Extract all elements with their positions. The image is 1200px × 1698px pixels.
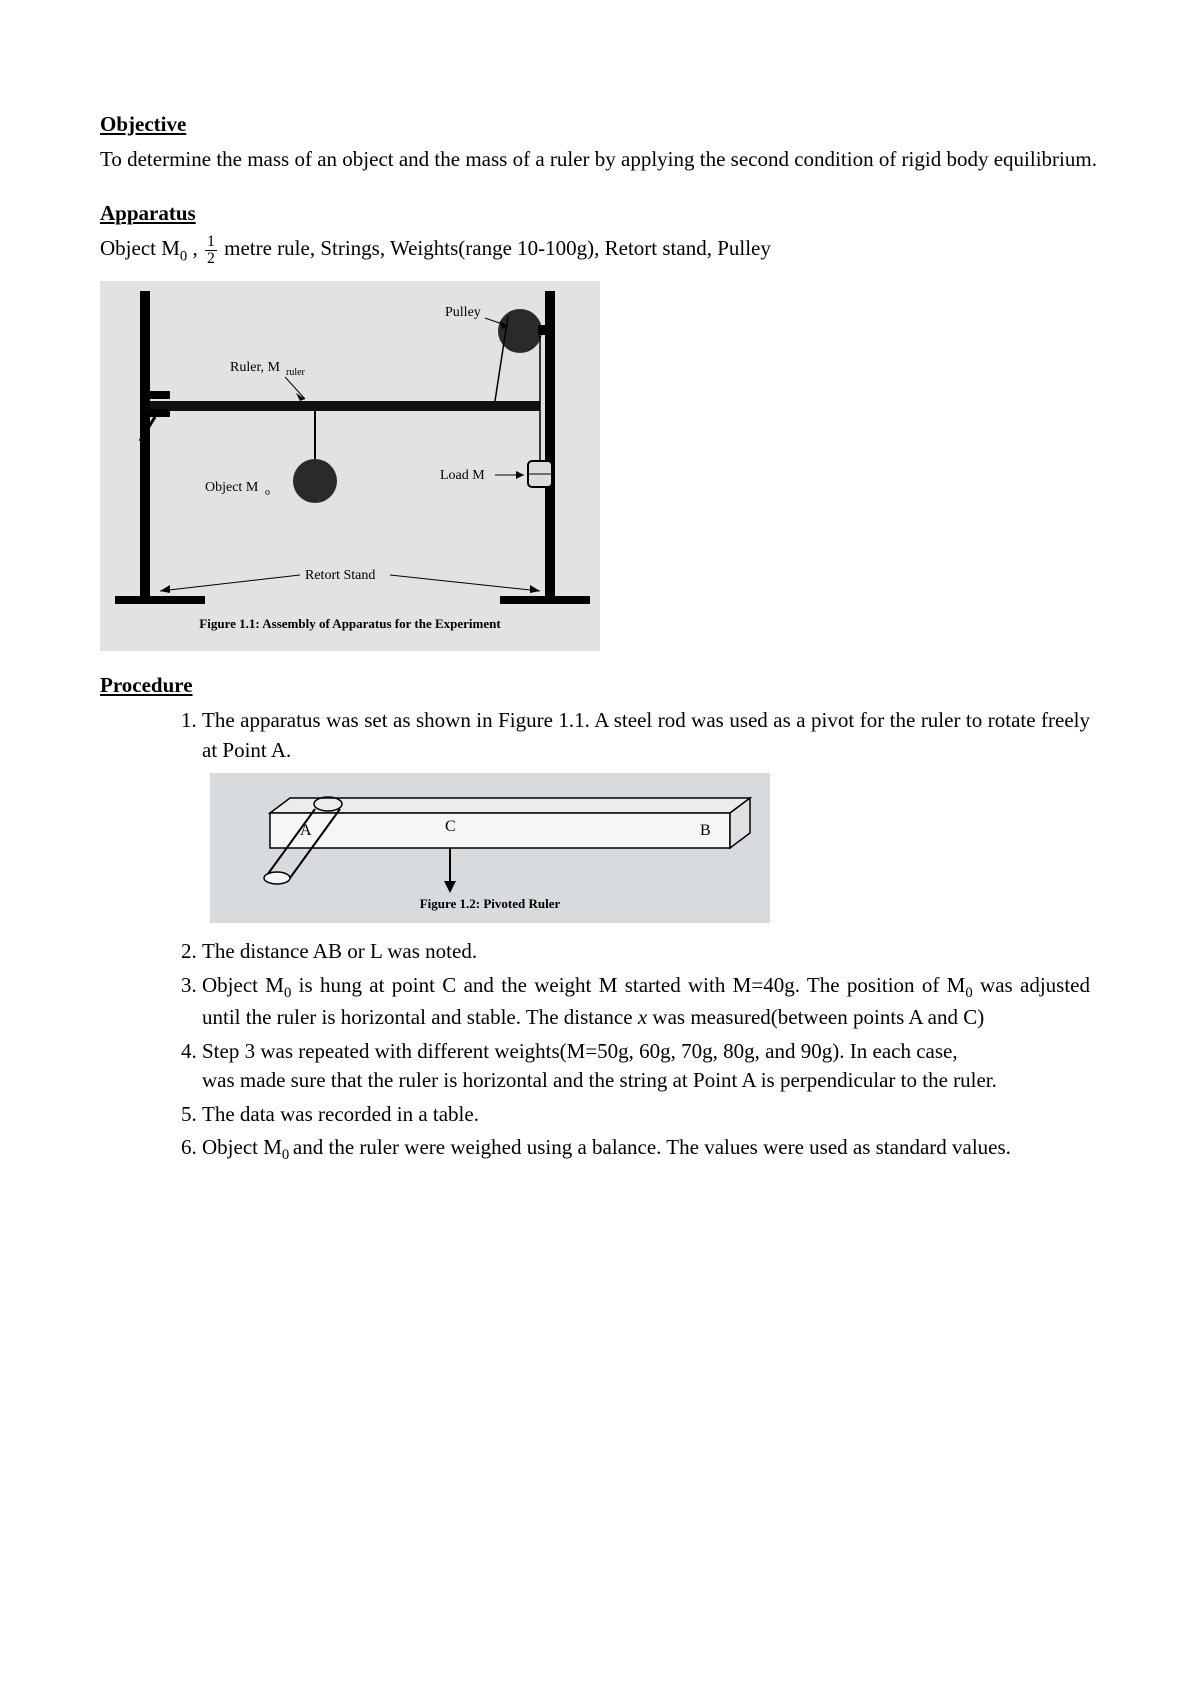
proc3a: Object M <box>202 973 284 997</box>
proc3var: x <box>638 1005 647 1029</box>
procedure-heading: Procedure <box>100 671 1100 700</box>
apparatus-text: Object M0 , 12 metre rule, Strings, Weig… <box>100 234 1100 267</box>
figure-1-1: Pulley Ruler, M ruler Object M o Load M … <box>100 281 600 651</box>
proc3sub2: 0 <box>965 985 972 1001</box>
svg-text:Load M: Load M <box>440 468 485 483</box>
procedure-item-1: The apparatus was set as shown in Figure… <box>202 706 1100 923</box>
procedure-item-6: Object M0 and the ruler were weighed usi… <box>202 1133 1100 1166</box>
apparatus-comma: , <box>187 236 203 260</box>
svg-text:A: A <box>300 822 312 839</box>
svg-text:B: B <box>700 822 711 839</box>
apparatus-rest: metre rule, Strings, Weights(range 10-10… <box>219 236 771 260</box>
proc6b: and the ruler were weighed using a balan… <box>293 1135 1011 1159</box>
svg-text:ruler: ruler <box>286 367 306 378</box>
apparatus-prefix: Object M <box>100 236 180 260</box>
fraction-den: 2 <box>205 251 217 267</box>
figure-1-2: A C B Figure 1.2: Pivoted Ruler <box>210 773 770 923</box>
procedure-item-4: Step 3 was repeated with different weigh… <box>202 1037 1100 1096</box>
procedure-list: The apparatus was set as shown in Figure… <box>180 706 1100 1165</box>
procedure-item-3: Object M 0 is hung at point C and the wei… <box>202 971 1100 1033</box>
objective-heading: Objective <box>100 110 1100 139</box>
svg-text:Retort Stand: Retort Stand <box>305 568 375 583</box>
procedure-item-5: The data was recorded in a table. <box>202 1100 1100 1129</box>
fraction-half: 12 <box>205 234 217 267</box>
fraction-num: 1 <box>205 234 217 251</box>
proc4a: Step 3 was repeated with different weigh… <box>202 1039 958 1063</box>
procedure-item-2: The distance AB or L was noted. <box>202 937 1100 966</box>
objective-text: To determine the mass of an object and t… <box>100 145 1100 174</box>
figure-1-2-wrap: A C B Figure 1.2: Pivoted Ruler <box>202 773 1090 923</box>
proc4b: was made sure that the ruler is horizont… <box>202 1068 997 1092</box>
procedure-1-text: The apparatus was set as shown in Figure… <box>202 708 1090 761</box>
svg-text:C: C <box>445 818 456 835</box>
proc3b: is hung at point C and the weight M star… <box>291 973 965 997</box>
figure-1-2-caption: Figure 1.2: Pivoted Ruler <box>210 895 770 913</box>
proc6sub: 0 <box>282 1147 293 1163</box>
svg-text:o: o <box>265 487 270 498</box>
svg-text:Pulley: Pulley <box>445 305 481 320</box>
proc6a: Object M <box>202 1135 282 1159</box>
svg-text:Object M: Object M <box>205 480 259 495</box>
figure-1-1-svg: Pulley Ruler, M ruler Object M o Load M … <box>100 281 600 651</box>
proc3d: was measured(between points A and C) <box>647 1005 984 1029</box>
apparatus-heading: Apparatus <box>100 199 1100 228</box>
svg-text:Ruler, M: Ruler, M <box>230 360 281 375</box>
figure-1-1-caption: Figure 1.1: Assembly of Apparatus for th… <box>100 615 600 633</box>
